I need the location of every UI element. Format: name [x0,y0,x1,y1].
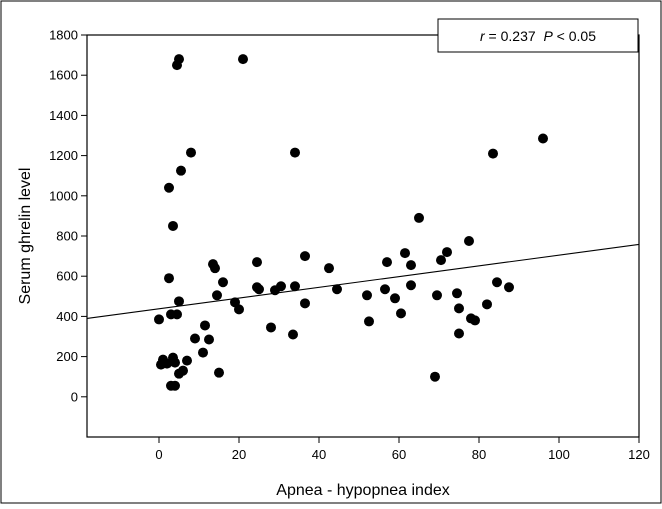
data-point [190,333,200,344]
data-point [210,263,220,274]
data-point [396,308,406,319]
data-point [154,314,164,325]
y-tick-label: 200 [56,349,78,364]
data-point [406,280,416,291]
data-point [488,148,498,159]
data-point [168,220,178,231]
data-point [234,304,244,315]
y-tick-label: 800 [56,229,78,244]
data-point [212,290,222,301]
x-axis: 0 20 40 60 80 100 120 [155,437,650,462]
data-points [154,54,548,391]
data-point [200,320,210,331]
x-tick-label: 0 [155,447,162,462]
data-point [214,367,224,378]
data-point [324,263,334,274]
y-tick-label: 0 [71,389,78,404]
x-tick-label: 20 [232,447,246,462]
x-axis-title: Apnea - hypopnea index [276,482,449,499]
data-point [538,133,548,144]
data-point [288,329,298,340]
data-point [482,299,492,310]
data-point [464,236,474,247]
data-point [400,248,410,259]
data-point [380,284,390,295]
data-point [504,282,514,293]
data-point [492,277,502,288]
data-point [390,293,400,304]
data-point [290,147,300,158]
r-symbol: r [480,28,486,44]
p-value: < 0.05 [553,28,596,44]
r-value: = 0.237 [485,28,544,44]
x-tick-label: 120 [628,447,650,462]
data-point [454,328,464,339]
data-point [276,281,286,292]
data-point [164,273,174,284]
data-point [442,247,452,258]
data-point [414,212,424,223]
data-point [452,288,462,299]
y-tick-label: 600 [56,269,78,284]
data-point [176,165,186,176]
y-tick-label: 1600 [49,68,78,83]
data-point [432,290,442,301]
y-tick-label: 1800 [49,28,78,43]
annotation-text: r = 0.237 P < 0.05 [480,28,596,44]
data-point [254,284,264,295]
x-tick-label: 40 [312,447,326,462]
data-point [290,281,300,292]
x-tick-label: 80 [472,447,486,462]
data-point [164,182,174,193]
data-point [454,303,464,314]
data-point [406,260,416,271]
data-point [300,298,310,309]
data-point [174,296,184,307]
data-point [204,334,214,345]
x-tick-label: 100 [548,447,570,462]
y-tick-label: 1400 [49,108,78,123]
data-point [218,277,228,288]
y-axis-title: Serum ghrelin level [17,168,34,305]
data-point [238,54,248,65]
data-point [170,380,180,391]
y-tick-label: 1000 [49,188,78,203]
data-point [364,316,374,327]
data-point [266,322,276,333]
data-point [172,309,182,320]
y-axis: 0 200 400 600 800 1000 1200 1400 1600 1800 [49,28,87,404]
data-point [382,257,392,268]
x-tick-label: 60 [392,447,406,462]
data-point [174,54,184,65]
data-point [182,355,192,366]
data-point [470,315,480,326]
annotation-box: r = 0.237 P < 0.05 [437,18,639,53]
data-point [300,251,310,262]
p-symbol: P [543,28,553,44]
data-point [362,290,372,301]
data-point [170,357,180,368]
y-tick-label: 400 [56,309,78,324]
data-point [198,347,208,358]
data-point [332,284,342,295]
y-tick-label: 1200 [49,148,78,163]
data-point [252,257,262,268]
data-point [186,147,196,158]
annotation-frame [437,18,639,53]
data-point [178,365,188,376]
data-point [430,371,440,382]
data-point [436,255,446,266]
